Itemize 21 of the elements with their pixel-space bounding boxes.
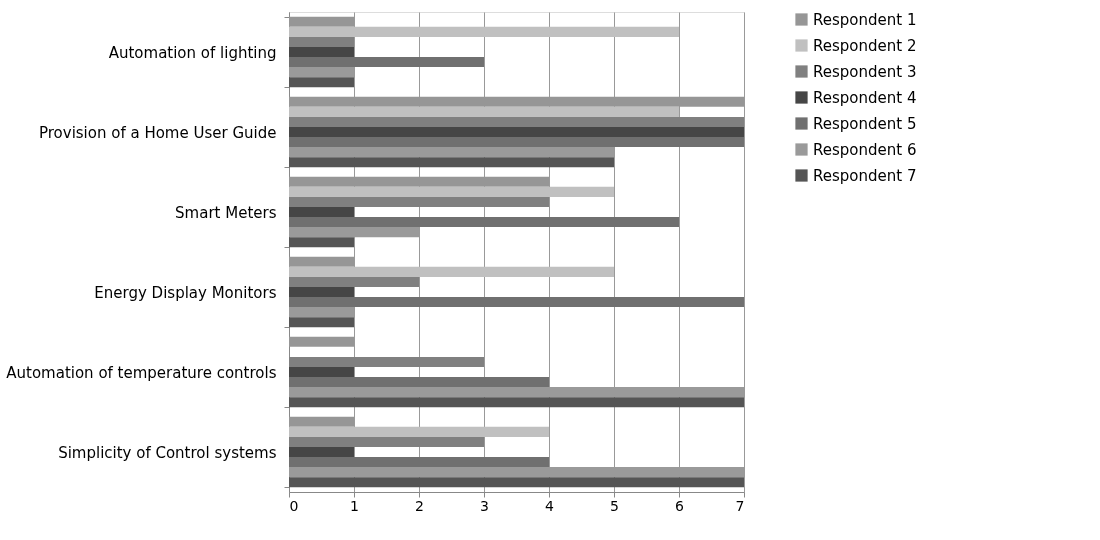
x-tick-label: 1 [350, 497, 359, 514]
y-tick-label: Simplicity of Control systems [58, 443, 277, 462]
legend-label: Respondent 2 [813, 36, 917, 55]
legend-label: Respondent 4 [813, 88, 917, 107]
y-tick-label: Automation of lighting [108, 43, 277, 62]
x-tick-label: 4 [545, 497, 555, 514]
x-tick-label: 7 [735, 497, 745, 514]
x-tick-label: 0 [289, 497, 299, 514]
legend-label: Respondent 7 [813, 166, 917, 185]
legend-label: Respondent 6 [813, 140, 917, 159]
legend-label: Respondent 5 [813, 114, 917, 133]
y-tick-label: Energy Display Monitors [94, 283, 277, 302]
y-tick-label: Provision of a Home User Guide [38, 123, 277, 142]
x-tick-label: 5 [610, 497, 619, 514]
legend-label: Respondent 1 [813, 10, 917, 29]
legend-label: Respondent 3 [813, 62, 917, 81]
x-tick-label: 3 [480, 497, 489, 514]
y-tick-label: Smart Meters [175, 203, 277, 222]
y-tick-label: Automation of temperature controls [6, 363, 277, 382]
x-tick-label: 6 [675, 497, 685, 514]
x-tick-label: 2 [415, 497, 424, 514]
